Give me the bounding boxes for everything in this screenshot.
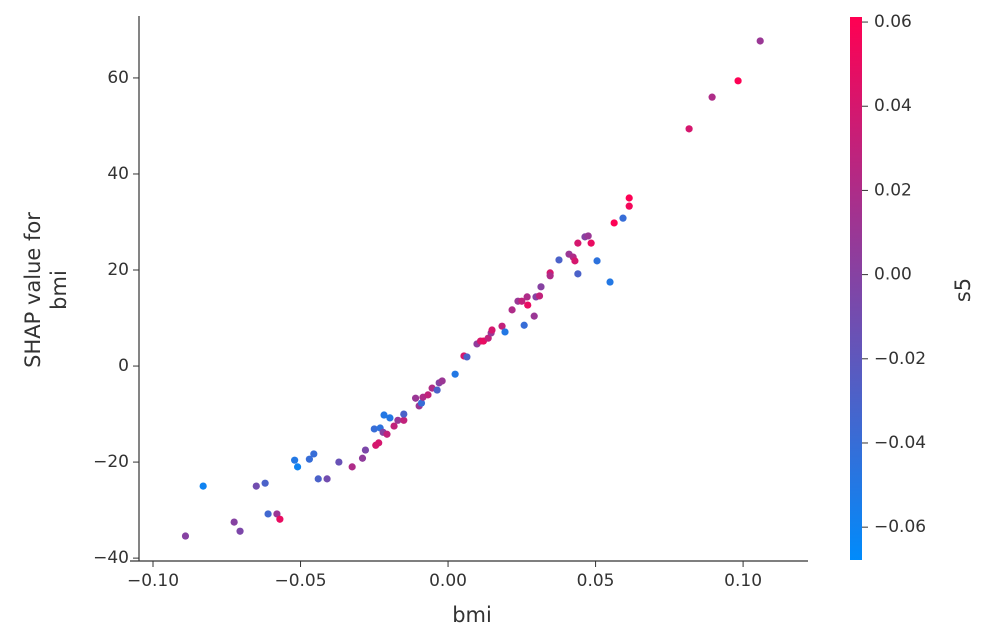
point xyxy=(438,377,446,385)
point xyxy=(606,278,614,286)
point xyxy=(390,422,398,430)
point xyxy=(484,334,492,342)
y-tick-label: 60 xyxy=(107,68,129,88)
x-tick-label: 0.10 xyxy=(724,571,762,591)
x-tick-label: 0.05 xyxy=(577,571,615,591)
point xyxy=(375,439,383,447)
y-tick-label: −40 xyxy=(93,548,129,568)
point xyxy=(574,239,582,247)
point xyxy=(524,301,532,309)
point xyxy=(380,411,388,419)
point xyxy=(323,475,331,483)
point xyxy=(520,321,528,329)
x-tick-label: −0.10 xyxy=(127,571,179,591)
x-tick-label: 0.00 xyxy=(429,571,467,591)
point xyxy=(498,322,506,330)
point xyxy=(424,391,432,399)
point xyxy=(625,194,633,202)
point xyxy=(348,463,356,471)
point xyxy=(756,37,764,45)
point xyxy=(451,370,459,378)
point xyxy=(199,482,207,490)
point xyxy=(593,257,601,265)
point xyxy=(610,219,618,227)
point xyxy=(574,270,582,278)
y-axis-label: bmi xyxy=(47,270,71,310)
y-tick-label: 0 xyxy=(118,356,129,376)
point xyxy=(264,510,272,518)
point xyxy=(361,446,370,454)
point xyxy=(587,239,595,247)
point xyxy=(555,256,563,264)
colorbar-tick-label: 0.06 xyxy=(874,12,912,32)
colorbar-label: s5 xyxy=(951,278,975,302)
point xyxy=(508,306,516,314)
point xyxy=(530,312,538,320)
point xyxy=(501,328,509,336)
point xyxy=(230,518,238,526)
point xyxy=(433,386,441,394)
point xyxy=(518,297,526,305)
point xyxy=(335,458,343,466)
point xyxy=(488,326,496,334)
point xyxy=(523,293,531,301)
colorbar-tick-label: −0.02 xyxy=(874,349,926,369)
point xyxy=(261,479,269,487)
point xyxy=(291,456,299,464)
point xyxy=(411,394,420,402)
point xyxy=(181,532,190,540)
colorbar-tick-label: 0.00 xyxy=(874,265,912,285)
point xyxy=(463,353,471,361)
point xyxy=(305,455,313,463)
point xyxy=(584,232,592,240)
colorbar xyxy=(850,17,862,560)
colorbar-tick-label: 0.04 xyxy=(874,96,912,116)
x-tick-label: −0.05 xyxy=(274,571,326,591)
x-axis-label: bmi xyxy=(452,603,492,627)
point xyxy=(310,450,318,458)
point xyxy=(400,416,408,424)
point xyxy=(276,515,284,523)
point xyxy=(571,257,579,265)
y-axis-label: SHAP value for xyxy=(21,212,45,368)
point xyxy=(314,475,322,483)
point xyxy=(358,454,367,462)
colorbar-tick-label: 0.02 xyxy=(874,180,912,200)
point xyxy=(252,482,260,490)
point xyxy=(708,93,716,101)
point xyxy=(417,399,426,407)
y-tick-label: 40 xyxy=(107,164,129,184)
point xyxy=(546,272,554,280)
point xyxy=(236,527,244,535)
y-tick-label: 20 xyxy=(107,260,129,280)
point xyxy=(535,292,544,300)
point xyxy=(619,214,627,222)
colorbar-tick-label: −0.06 xyxy=(874,517,926,537)
point xyxy=(386,414,394,422)
point xyxy=(370,425,378,433)
point xyxy=(537,283,545,291)
point xyxy=(685,125,693,133)
y-tick-label: −20 xyxy=(93,452,129,472)
point xyxy=(273,510,281,518)
point xyxy=(394,416,402,424)
point xyxy=(383,430,391,438)
point xyxy=(400,410,408,418)
point xyxy=(293,463,302,471)
point xyxy=(625,202,633,210)
point xyxy=(734,77,742,85)
colorbar-tick-label: −0.04 xyxy=(874,433,926,453)
